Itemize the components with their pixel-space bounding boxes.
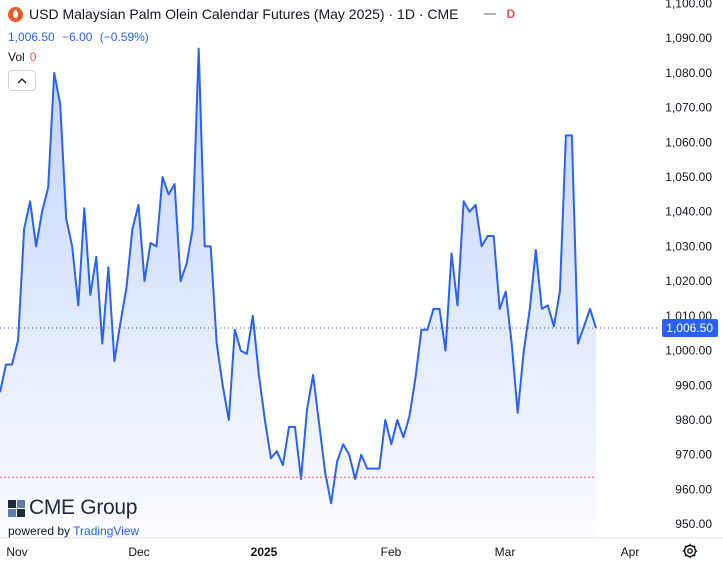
volume-label: Vol [8,50,25,64]
collapse-legend-button[interactable] [8,70,36,91]
chart-title[interactable]: USD Malaysian Palm Olein Calendar Future… [29,6,459,22]
powered-by[interactable]: powered by TradingView [8,524,139,538]
volume-legend: Vol 0 [8,50,36,64]
quote-line: 1,006.50 −6.00 (−0.59%) [8,30,153,44]
last-price: 1,006.50 [8,30,55,44]
y-tick-label: 1,090.00 [665,31,712,45]
price-change: −6.00 [62,30,93,44]
x-tick-label: Nov [6,545,27,559]
y-tick-label: 1,100.00 [665,0,712,10]
logo-text: CME Group [29,496,138,519]
powered-by-label: powered by [8,524,71,538]
last-price-label-text: 1,006.50 [666,321,713,335]
last-price-label-bg [662,319,718,338]
x-axis[interactable]: Nov Dec 2025 Feb Mar Apr [6,545,639,559]
chevron-up-icon [17,77,27,83]
y-tick-label: 1,070.00 [665,101,712,115]
x-tick-label: Dec [128,545,149,559]
y-tick-label: 1,020.00 [665,274,712,288]
x-tick-label: Mar [495,545,516,559]
x-tick-label: 2025 [251,545,278,559]
y-tick-label: 1,080.00 [665,66,712,80]
y-tick-label: 990.00 [675,378,712,392]
x-tick-label: Feb [381,545,402,559]
cme-logo[interactable]: CME Group powered by TradingView [8,496,139,538]
x-tick-label: Apr [621,545,640,559]
price-change-percent: (−0.59%) [99,30,149,44]
palm-oil-drop-icon[interactable] [8,6,23,22]
status-badge[interactable]: D [506,7,516,21]
y-tick-label: 1,050.00 [665,170,712,184]
market-status-icon [484,13,497,15]
y-tick-label: 970.00 [675,448,712,462]
chart-header: USD Malaysian Palm Olein Calendar Future… [8,6,515,22]
y-tick-label: 1,060.00 [665,135,712,149]
last-price-label: 1,006.50 [662,319,718,338]
y-tick-label: 960.00 [675,482,712,496]
series-line [0,47,597,505]
y-axis[interactable]: 950.00 960.00 970.00 980.00 990.00 1,000.00 1,… [665,0,712,531]
cme-globe-icon [8,499,25,517]
y-tick-label: 980.00 [675,413,712,427]
volume-value: 0 [29,50,37,64]
y-tick-label: 950.00 [675,517,712,531]
tradingview-link[interactable]: TradingView [73,524,140,538]
y-tick-label: 1,000.00 [665,344,712,358]
y-tick-label: 1,030.00 [665,239,712,253]
plot-area[interactable] [0,47,660,538]
y-tick-label: 1,040.00 [665,205,712,219]
gear-icon[interactable] [682,543,698,559]
area-fill [0,48,596,538]
